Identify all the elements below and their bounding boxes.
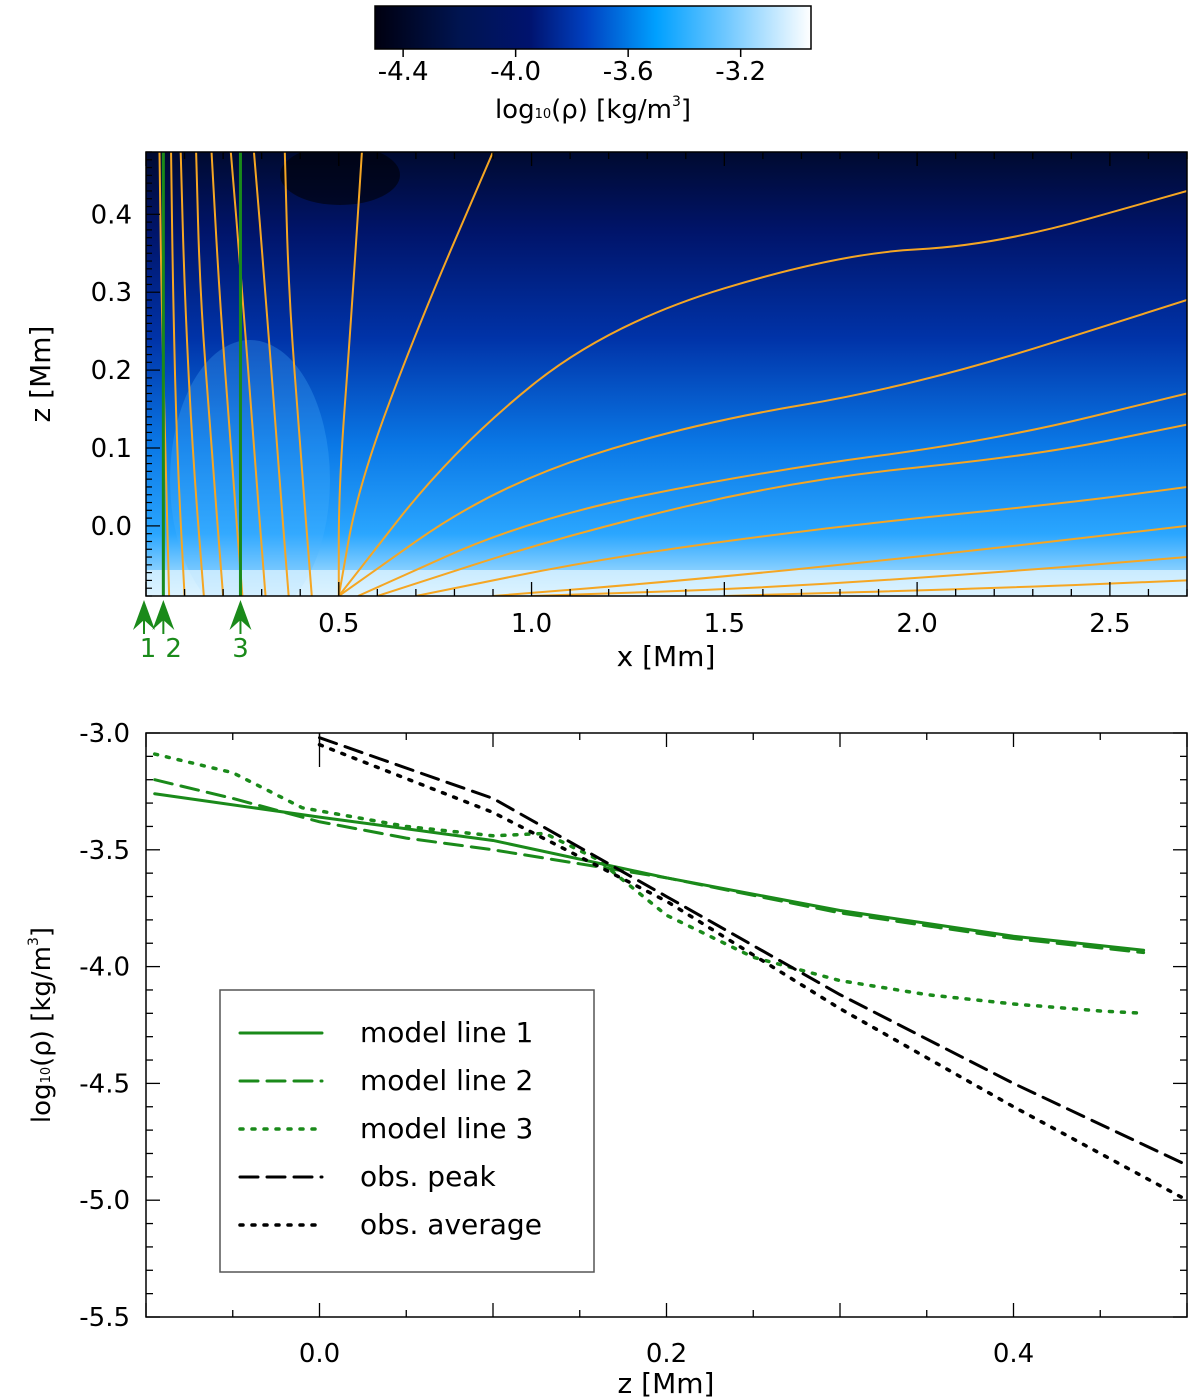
density-profile-xtick-label: 0.0 bbox=[299, 1339, 340, 1369]
density-map-ytick-label: 0.4 bbox=[91, 200, 132, 230]
field-line bbox=[170, 152, 186, 596]
field-line bbox=[337, 152, 363, 596]
model-line-label-1: 1 bbox=[140, 634, 157, 664]
density-map-axes: 0.5 1.0 1.5 2.0 2.5 0.0 0.1 0.2 0.3 0.4 bbox=[91, 151, 1188, 639]
density-profile-ytick-label: -5.5 bbox=[79, 1303, 130, 1333]
colorbar-gradient bbox=[374, 5, 812, 50]
density-profile-xtick-label: 0.4 bbox=[993, 1339, 1034, 1369]
field-line bbox=[338, 299, 1187, 596]
series-obs-peak bbox=[318, 736, 1187, 1167]
field-line bbox=[179, 152, 205, 596]
density-map-xtick-label: 1.0 bbox=[511, 609, 552, 639]
density-map-ylabel: z [Mm] bbox=[24, 326, 57, 423]
density-map-frame bbox=[145, 151, 1188, 597]
model-lines bbox=[161, 152, 242, 596]
colorbar: -4.4 -4.0 -3.6 -3.2 log10(ρ) [kg/m3] bbox=[374, 5, 812, 125]
colorbar-tick-label: -3.2 bbox=[715, 57, 766, 87]
model-line-arrow-1 bbox=[133, 600, 155, 630]
density-map-ytick-label: 0.0 bbox=[91, 512, 132, 542]
field-line bbox=[377, 423, 1187, 596]
density-profile-axes: 0.0 0.2 0.4 -5.5 -5.0 -4.5 -4.0 -3.5 -3.0 bbox=[79, 719, 1188, 1369]
field-line bbox=[195, 152, 225, 596]
field-line bbox=[283, 152, 313, 596]
legend-label: model line 2 bbox=[360, 1064, 533, 1097]
density-profile-xlabel: z [Mm] bbox=[618, 1367, 715, 1400]
field-line bbox=[252, 152, 290, 596]
colorbar-ticks: -4.4 -4.0 -3.6 -3.2 bbox=[378, 49, 766, 87]
field-line bbox=[724, 579, 1187, 596]
field-line bbox=[210, 152, 244, 596]
colorbar-tick-label: -4.0 bbox=[490, 57, 541, 87]
density-profile-ylabel: log10(ρ) [kg/m3] bbox=[26, 927, 57, 1123]
field-line bbox=[492, 524, 1187, 596]
density-map-ytick-label: 0.2 bbox=[91, 356, 132, 386]
legend-label: model line 1 bbox=[360, 1016, 533, 1049]
field-line bbox=[357, 392, 1187, 596]
density-profile-ytick-label: -3.0 bbox=[79, 719, 130, 749]
colorbar-tick-label: -3.6 bbox=[603, 57, 654, 87]
field-line bbox=[337, 152, 494, 596]
density-map-xlabel: x [Mm] bbox=[617, 640, 716, 673]
bright-region bbox=[170, 340, 330, 596]
density-map-ytick-label: 0.3 bbox=[91, 278, 132, 308]
density-profile-ytick-label: -3.5 bbox=[79, 836, 130, 866]
density-profile-ytick-label: -4.0 bbox=[79, 953, 130, 983]
model-line-label-3: 3 bbox=[232, 634, 249, 664]
legend-label: obs. average bbox=[360, 1208, 542, 1241]
density-map-xtick-label: 1.5 bbox=[704, 609, 745, 639]
dark-region bbox=[280, 152, 400, 205]
model-line-label-2: 2 bbox=[165, 634, 182, 664]
density-profile-panel: 0.0 0.2 0.4 -5.5 -5.0 -4.5 -4.0 -3.5 -3.0 z [Mm]… bbox=[26, 719, 1188, 1400]
field-line bbox=[531, 556, 1187, 596]
density-profile-ytick-label: -4.5 bbox=[79, 1069, 130, 1099]
density-map-background bbox=[146, 152, 1187, 596]
legend-label: obs. peak bbox=[360, 1160, 496, 1193]
legend: model line 1 model line 2 model line 3 obs.… bbox=[219, 989, 595, 1273]
density-profile-ytick-label: -5.0 bbox=[79, 1186, 130, 1216]
density-map-ytick-label: 0.1 bbox=[91, 434, 132, 464]
series-obs-average bbox=[317, 742, 1187, 1202]
density-map-xtick-label: 2.5 bbox=[1089, 609, 1130, 639]
model-line-arrow-2 bbox=[152, 600, 175, 630]
field-line bbox=[415, 485, 1187, 596]
profile-lines bbox=[152, 733, 1187, 1202]
colorbar-tick-label: -4.4 bbox=[378, 57, 429, 87]
legend-label: model line 3 bbox=[360, 1112, 533, 1145]
series-model-line-3 bbox=[152, 752, 1146, 1016]
density-map-xtick-label: 0.5 bbox=[318, 609, 359, 639]
field-line bbox=[337, 189, 1187, 596]
model-line-arrow-3 bbox=[229, 600, 252, 630]
series-model-line-2 bbox=[153, 778, 1146, 955]
legend-box bbox=[219, 989, 595, 1273]
colorbar-label: log10(ρ) [kg/m3] bbox=[495, 94, 691, 125]
density-profile-xtick-label: 0.2 bbox=[646, 1339, 687, 1369]
density-map-xtick-label: 2.0 bbox=[896, 609, 937, 639]
